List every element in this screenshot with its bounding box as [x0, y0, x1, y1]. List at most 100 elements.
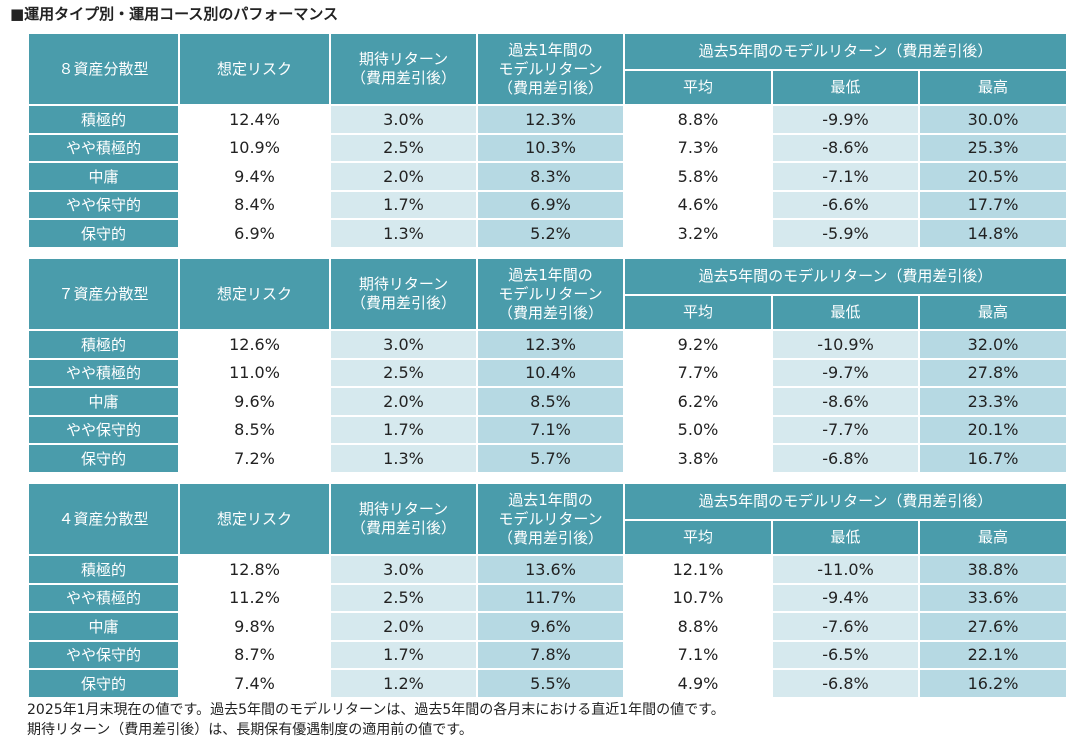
risk-cell: 9.6% [178, 386, 331, 417]
row-label: やや積極的 [27, 582, 180, 613]
risk-cell: 8.7% [178, 639, 331, 670]
risk-cell: 11.0% [178, 357, 331, 388]
five-year-avg-cell: 6.2% [623, 386, 773, 417]
five-year-min-cell: -6.8% [771, 443, 920, 474]
five-year-min-cell: -9.9% [771, 104, 920, 135]
five-year-avg-cell: 5.0% [623, 414, 773, 445]
expected-return-cell: 2.0% [329, 611, 478, 642]
five-year-return-header: 過去5年間のモデルリターン（費用差引後） [622, 482, 1069, 521]
one-year-return-cell: 12.3% [476, 329, 625, 360]
five-year-avg-header: 平均 [623, 519, 773, 556]
table-type-header: ４資産分散型 [27, 482, 180, 556]
risk-cell: 9.4% [178, 161, 331, 192]
one-year-return-header: 過去1年間の モデルリターン （費用差引後） [476, 257, 625, 331]
five-year-max-cell: 16.2% [917, 668, 1069, 699]
expected-return-header: 期待リターン （費用差引後） [329, 257, 478, 331]
row-label: 保守的 [27, 443, 180, 474]
risk-cell: 7.4% [178, 668, 331, 699]
five-year-min-cell: -6.8% [771, 668, 920, 699]
five-year-avg-header: 平均 [623, 69, 773, 106]
risk-cell: 12.4% [178, 104, 331, 135]
one-year-return-cell: 7.8% [476, 639, 625, 670]
expected-return-header: 期待リターン （費用差引後） [329, 32, 478, 106]
footnote-1: 2025年1月末現在の値です。過去5年間のモデルリターンは、過去5年間の各月末に… [27, 702, 725, 718]
table-row: やや積極的 11.2% 2.5% 11.7% 10.7% -9.4% 33.6% [27, 582, 1090, 613]
expected-return-cell: 1.7% [329, 414, 478, 445]
row-label: やや保守的 [27, 639, 180, 670]
one-year-return-cell: 5.2% [476, 218, 625, 249]
five-year-min-cell: -7.6% [771, 611, 920, 642]
risk-cell: 6.9% [178, 218, 331, 249]
expected-return-cell: 1.2% [329, 668, 478, 699]
five-year-avg-cell: 4.6% [623, 189, 773, 220]
table-type-header: ７資産分散型 [27, 257, 180, 331]
table-row: 中庸 9.4% 2.0% 8.3% 5.8% -7.1% 20.5% [27, 161, 1090, 192]
five-year-avg-cell: 8.8% [623, 611, 773, 642]
one-year-return-header: 過去1年間の モデルリターン （費用差引後） [476, 482, 625, 556]
one-year-return-cell: 5.7% [476, 443, 625, 474]
expected-return-cell: 3.0% [329, 104, 478, 135]
table-row: 保守的 7.2% 1.3% 5.7% 3.8% -6.8% 16.7% [27, 443, 1090, 474]
five-year-avg-cell: 9.2% [623, 329, 773, 360]
five-year-avg-header: 平均 [623, 294, 773, 331]
five-year-min-cell: -7.7% [771, 414, 920, 445]
expected-return-cell: 1.7% [329, 189, 478, 220]
one-year-return-cell: 10.3% [476, 132, 625, 163]
row-label: 保守的 [27, 218, 180, 249]
five-year-max-cell: 30.0% [917, 104, 1069, 135]
table-row: やや保守的 8.4% 1.7% 6.9% 4.6% -6.6% 17.7% [27, 189, 1090, 220]
five-year-max-cell: 20.1% [917, 414, 1069, 445]
one-year-return-cell: 6.9% [476, 189, 625, 220]
risk-header: 想定リスク [178, 482, 331, 556]
five-year-max-header: 最高 [917, 519, 1069, 556]
performance-table: ４資産分散型 想定リスク 期待リターン （費用差引後） 過去1年間の モデルリターン … [27, 482, 1090, 699]
table-row: 積極的 12.8% 3.0% 13.6% 12.1% -11.0% 38.8% [27, 554, 1090, 585]
expected-return-header: 期待リターン （費用差引後） [329, 482, 478, 556]
expected-return-cell: 3.0% [329, 554, 478, 585]
five-year-min-cell: -11.0% [771, 554, 920, 585]
five-year-max-header: 最高 [917, 69, 1069, 106]
row-label: やや積極的 [27, 357, 180, 388]
row-label: やや保守的 [27, 414, 180, 445]
expected-return-cell: 2.5% [329, 132, 478, 163]
expected-return-cell: 2.5% [329, 357, 478, 388]
risk-cell: 9.8% [178, 611, 331, 642]
row-label: 中庸 [27, 386, 180, 417]
five-year-avg-cell: 7.1% [623, 639, 773, 670]
row-label: 積極的 [27, 554, 180, 585]
five-year-max-cell: 32.0% [917, 329, 1069, 360]
table-type-header: ８資産分散型 [27, 32, 180, 106]
five-year-min-header: 最低 [771, 519, 920, 556]
risk-cell: 11.2% [178, 582, 331, 613]
one-year-return-cell: 8.5% [476, 386, 625, 417]
table-row: やや保守的 8.7% 1.7% 7.8% 7.1% -6.5% 22.1% [27, 639, 1090, 670]
row-label: 積極的 [27, 329, 180, 360]
five-year-min-cell: -8.6% [771, 132, 920, 163]
risk-header: 想定リスク [178, 257, 331, 331]
one-year-return-cell: 8.3% [476, 161, 625, 192]
five-year-return-header: 過去5年間のモデルリターン（費用差引後） [622, 257, 1069, 296]
table-row: 中庸 9.6% 2.0% 8.5% 6.2% -8.6% 23.3% [27, 386, 1090, 417]
row-label: やや積極的 [27, 132, 180, 163]
row-label: 中庸 [27, 161, 180, 192]
table-row: 積極的 12.4% 3.0% 12.3% 8.8% -9.9% 30.0% [27, 104, 1090, 135]
five-year-min-cell: -6.6% [771, 189, 920, 220]
risk-cell: 8.4% [178, 189, 331, 220]
five-year-max-cell: 22.1% [917, 639, 1069, 670]
five-year-avg-cell: 4.9% [623, 668, 773, 699]
one-year-return-cell: 9.6% [476, 611, 625, 642]
five-year-min-cell: -7.1% [771, 161, 920, 192]
one-year-return-cell: 11.7% [476, 582, 625, 613]
five-year-min-header: 最低 [771, 294, 920, 331]
page-title: ■運用タイプ別・運用コース別のパフォーマンス [10, 5, 339, 23]
expected-return-cell: 1.3% [329, 443, 478, 474]
five-year-max-cell: 25.3% [917, 132, 1069, 163]
five-year-avg-cell: 12.1% [623, 554, 773, 585]
risk-cell: 12.6% [178, 329, 331, 360]
five-year-min-cell: -6.5% [771, 639, 920, 670]
risk-header: 想定リスク [178, 32, 331, 106]
table-row: やや積極的 10.9% 2.5% 10.3% 7.3% -8.6% 25.3% [27, 132, 1090, 163]
five-year-avg-cell: 3.8% [623, 443, 773, 474]
risk-cell: 8.5% [178, 414, 331, 445]
risk-cell: 7.2% [178, 443, 331, 474]
